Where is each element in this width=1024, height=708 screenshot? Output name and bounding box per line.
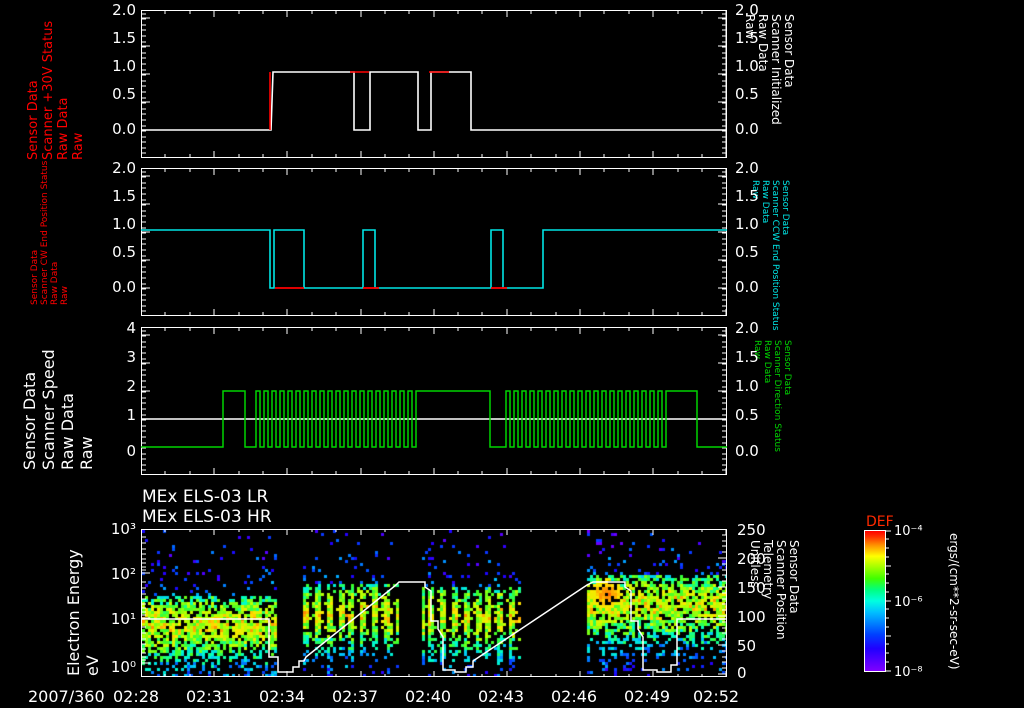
panel-1-rtick-2: 2.0: [735, 1, 759, 19]
panel-3-rtick-15: 1.5: [735, 348, 759, 366]
panel-2-ytick-0: 0.0: [112, 278, 136, 296]
panel-1-ytick-2: 2.0: [112, 1, 136, 19]
time-tick-8: 02:52: [693, 687, 740, 706]
time-tick-2: 02:34: [259, 687, 306, 706]
panel-3-ytick-2: 2: [126, 377, 136, 395]
panel-2-rtick-05: 0.5: [735, 243, 759, 261]
panel-2-left-label: Sensor Data Scanner CW End Position Stat…: [30, 160, 70, 305]
time-tick-4: 02:40: [405, 687, 452, 706]
time-tick-3: 02:37: [332, 687, 379, 706]
colorbar-unit-label: ergs/(cm**2-sr-sec-eV): [947, 533, 961, 670]
panel-3-ytick-1: 1: [126, 406, 136, 424]
panel-1-ytick-05: 0.5: [112, 85, 136, 103]
panel-4-ytick-1e2: 10²: [110, 565, 136, 583]
panel-1-rtick-1: 1.0: [735, 57, 759, 75]
panel-2-rtick-15: 1.5: [735, 187, 759, 205]
panel-1-frame: [141, 10, 727, 158]
time-tick-7: 02:49: [624, 687, 671, 706]
panel-1-plot: [141, 10, 727, 158]
time-tick-6: 02:46: [551, 687, 598, 706]
panel-2-ytick-1: 1.0: [112, 215, 136, 233]
time-tick-5: 02:43: [478, 687, 525, 706]
panel-4-ytick-1e3: 10³: [110, 520, 136, 538]
time-tick-0: 02:28: [113, 687, 160, 706]
panel-1-ytick-1: 1.0: [112, 57, 136, 75]
colorbar: [864, 530, 886, 672]
panel-4-rtick-250: 250: [737, 521, 766, 539]
panel-1-rtick-05: 0.5: [735, 85, 759, 103]
panel-4-rtick-100: 100: [737, 608, 766, 626]
panel-4-rtick-200: 200: [737, 550, 766, 568]
panel-1-ytick-0: 0.0: [112, 120, 136, 138]
panel-1-rtick-0: 0.0: [735, 120, 759, 138]
panel-3-rtick-2: 2.0: [735, 319, 759, 337]
panel-2-rtick-2: 2.0: [735, 159, 759, 177]
panel-3-rtick-0: 0.0: [735, 442, 759, 460]
panel-4-ytick-1e0: 10⁰: [110, 658, 136, 676]
title-lr: MEx ELS-03 LR: [142, 487, 269, 507]
panel-2-plot: [141, 168, 727, 316]
panel-2-rtick-0: 0.0: [735, 278, 759, 296]
title-hr: MEx ELS-03 HR: [142, 507, 272, 527]
colorbar-tick-min: 10⁻⁸: [894, 665, 923, 680]
panel-1-left-label: Sensor Data Scanner +30V Status Raw Data…: [26, 20, 86, 160]
panel-3-left-label: Sensor Data Scanner Speed Raw Data Raw: [20, 349, 96, 470]
panel-2-frame: [141, 168, 727, 316]
panel-4-rtick-150: 150: [737, 579, 766, 597]
colorbar-ticks: [886, 530, 891, 672]
panel-2-ytick-2: 2.0: [112, 159, 136, 177]
panel-1-ytick-15: 1.5: [112, 29, 136, 47]
panel-3-plot: [141, 327, 727, 475]
panel-4-ytick-1e1: 10¹: [110, 610, 136, 628]
colorbar-tick-mid: 10⁻⁶: [894, 595, 923, 610]
panel-2-rtick-1: 1.0: [735, 215, 759, 233]
colorbar-title: DEF: [866, 514, 894, 530]
colorbar-tick-max: 10⁻⁴: [894, 524, 923, 539]
panel-4-rtick-0: 0: [737, 664, 747, 682]
panel-2-ytick-15: 1.5: [112, 187, 136, 205]
panel-2-ytick-05: 0.5: [112, 243, 136, 261]
panel-3-rtick-05: 0.5: [735, 406, 759, 424]
date-stamp: 2007/360: [28, 687, 105, 706]
panel-1-rtick-15: 1.5: [735, 29, 759, 47]
spectrogram: [142, 530, 726, 676]
time-tick-1: 02:31: [186, 687, 233, 706]
panel-3-rtick-1: 1.0: [735, 377, 759, 395]
panel-3-ytick-0: 0: [126, 442, 136, 460]
panel-4-overlay: [141, 529, 727, 677]
panel-3-ytick-4: 4: [126, 319, 136, 337]
panel-4-rtick-50: 50: [737, 637, 757, 655]
panel-3-ytick-3: 3: [126, 348, 136, 366]
